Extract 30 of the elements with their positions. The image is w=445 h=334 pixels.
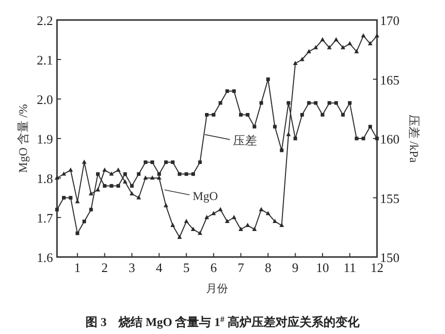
- x-tick-label: 2: [101, 260, 108, 275]
- x-axis-title: 月份: [206, 283, 228, 295]
- x-tick-label: 11: [344, 260, 356, 275]
- annotation: MgO: [192, 188, 218, 203]
- x-tick-label: 1: [74, 260, 81, 275]
- x-tick-label: 7: [238, 260, 245, 275]
- x-tick-label: 10: [316, 260, 330, 275]
- y-tick-label: 1.6: [36, 250, 54, 265]
- y-tick-label: 1.8: [36, 171, 53, 186]
- y-tick-label: 2.2: [36, 13, 53, 28]
- y-tick-label: 1.9: [36, 132, 53, 146]
- y2-axis-title: 压差 /kPa: [407, 114, 421, 164]
- y-tick-label: 2.1: [36, 52, 53, 68]
- y2-tick-label: 170: [380, 13, 400, 28]
- note: 压差: [204, 134, 257, 148]
- y-tick-label: 2.0: [36, 92, 53, 107]
- x-tick-label: 5: [183, 260, 190, 275]
- x-tick-label: 3: [128, 260, 136, 275]
- y2-tick-label: 160: [380, 132, 400, 146]
- x-tick-label: 4: [156, 260, 163, 275]
- y2-tick-label: 155: [380, 190, 400, 206]
- x-tick-label: 8: [264, 260, 272, 275]
- annotation: 压差: [232, 134, 257, 148]
- caption: 图 3 烧结 MgO 含量与 1$^{#}$ 高炉压差对应关系的变化: [86, 314, 360, 329]
- y-tick-label: 1.7: [36, 210, 54, 226]
- y-axis-title: MgO 含量 /%: [16, 104, 30, 173]
- y2-tick-label: 165: [380, 72, 400, 88]
- x-tick-label: 6: [210, 260, 218, 275]
- x-tick-label: 9: [292, 260, 299, 275]
- note: MgO: [164, 188, 218, 203]
